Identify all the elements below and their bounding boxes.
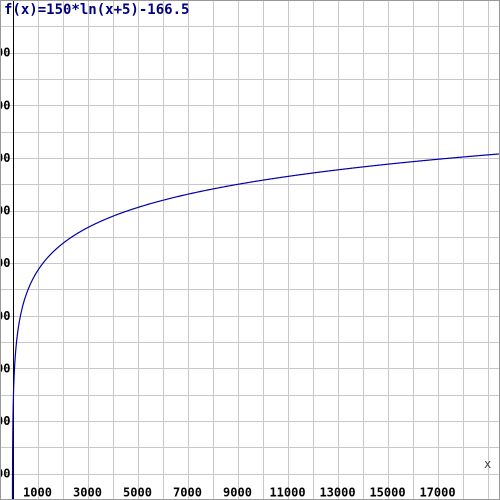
y-tick-label: 1300 <box>0 151 11 165</box>
y-tick-label: 1100 <box>0 204 11 218</box>
x-tick-label: 11000 <box>269 486 305 500</box>
x-tick-label: 1000 <box>23 486 52 500</box>
x-axis-label: x <box>484 457 491 471</box>
y-tick-label: 700 <box>0 309 11 323</box>
x-tick-label: 9000 <box>223 486 252 500</box>
x-tick-label: 15000 <box>369 486 405 500</box>
y-tick-label: 100 <box>0 467 11 481</box>
y-tick-label: 1700 <box>0 46 11 60</box>
x-tick-label: 3000 <box>73 486 102 500</box>
y-tick-label: 1500 <box>0 98 11 112</box>
x-tick-label: 17000 <box>419 486 455 500</box>
x-tick-label: 5000 <box>123 486 152 500</box>
y-tick-label: 900 <box>0 256 11 270</box>
chart-title: f(x)=150*ln(x+5)-166.5 <box>4 2 189 18</box>
function-curve <box>11 153 500 500</box>
x-tick-label: 7000 <box>173 486 202 500</box>
y-tick-label: 300 <box>0 414 11 428</box>
curve-layer <box>11 153 500 500</box>
y-tick-label: 500 <box>0 361 11 375</box>
x-tick-label: 13000 <box>319 486 355 500</box>
tick-labels: 1000 3000 5000 7000 9000 11000 13000 15000 17000… <box>0 46 456 500</box>
